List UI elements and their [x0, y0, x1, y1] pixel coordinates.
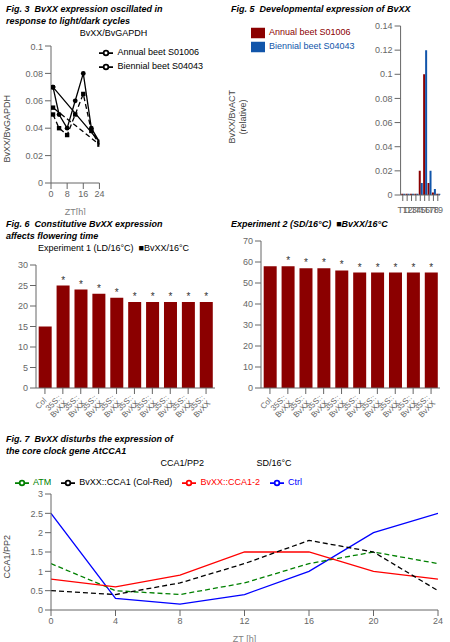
svg-text:*: *: [115, 287, 119, 298]
svg-text:0.08: 0.08: [375, 94, 393, 104]
svg-text:0.5: 0.5: [30, 586, 43, 596]
svg-text:16: 16: [78, 189, 88, 199]
svg-text:4: 4: [113, 616, 118, 626]
svg-text:3: 3: [38, 489, 43, 499]
svg-text:20: 20: [18, 301, 28, 311]
svg-text:8: 8: [177, 616, 182, 626]
svg-text:*: *: [79, 279, 83, 290]
svg-text:T9: T9: [433, 205, 444, 215]
svg-text:*: *: [358, 262, 362, 273]
svg-text:0.12: 0.12: [375, 45, 393, 55]
svg-text:0: 0: [248, 383, 253, 393]
svg-text:0.1: 0.1: [380, 69, 393, 79]
svg-text:10: 10: [243, 362, 253, 372]
svg-text:*: *: [97, 283, 101, 294]
svg-text:16: 16: [304, 616, 314, 626]
svg-text:0: 0: [23, 383, 28, 393]
svg-text:*: *: [286, 255, 290, 266]
svg-text:*: *: [204, 291, 208, 302]
svg-text:0.06: 0.06: [25, 96, 43, 106]
svg-text:*: *: [61, 275, 65, 286]
svg-text:0.02: 0.02: [375, 166, 393, 176]
svg-text:0: 0: [38, 178, 43, 188]
svg-text:10: 10: [18, 342, 28, 352]
svg-text:*: *: [169, 291, 173, 302]
svg-text:*: *: [429, 262, 433, 273]
svg-text:2: 2: [38, 528, 43, 538]
svg-text:50: 50: [243, 278, 253, 288]
svg-text:*: *: [133, 291, 137, 302]
svg-text:70: 70: [243, 236, 253, 246]
svg-text:0.02: 0.02: [25, 151, 43, 161]
svg-text:15: 15: [18, 322, 28, 332]
svg-text:0.1: 0.1: [30, 42, 43, 52]
svg-text:0.06: 0.06: [375, 118, 393, 128]
svg-text:35S::BvXX: 35S::BvXX: [186, 393, 213, 420]
svg-text:20: 20: [243, 341, 253, 351]
svg-text:60: 60: [243, 257, 253, 267]
svg-text:30: 30: [243, 320, 253, 330]
svg-text:0.14: 0.14: [375, 21, 393, 31]
svg-text:*: *: [394, 262, 398, 273]
svg-text:24: 24: [433, 616, 443, 626]
svg-text:40: 40: [243, 299, 253, 309]
svg-text:0.04: 0.04: [375, 142, 393, 152]
svg-text:12: 12: [239, 616, 249, 626]
svg-text:30: 30: [18, 260, 28, 270]
svg-text:24: 24: [94, 189, 104, 199]
svg-text:20: 20: [368, 616, 378, 626]
svg-text:ZT [h]: ZT [h]: [233, 634, 256, 642]
svg-text:*: *: [304, 257, 308, 268]
svg-text:*: *: [151, 291, 155, 302]
svg-text:*: *: [322, 257, 326, 268]
svg-text:*: *: [186, 291, 190, 302]
svg-text:0: 0: [48, 616, 53, 626]
svg-text:0: 0: [48, 189, 53, 199]
svg-text:35S::BvXX: 35S::BvXX: [411, 393, 438, 420]
svg-text:8: 8: [65, 189, 70, 199]
svg-text:*: *: [376, 262, 380, 273]
svg-text:5: 5: [23, 363, 28, 373]
svg-text:2.5: 2.5: [30, 509, 43, 519]
svg-text:*: *: [411, 262, 415, 273]
svg-text:ZT[h]: ZT[h]: [65, 207, 86, 215]
svg-text:0.04: 0.04: [25, 123, 43, 133]
svg-text:1.5: 1.5: [30, 547, 43, 557]
svg-text:0: 0: [388, 190, 393, 200]
svg-text:25: 25: [18, 281, 28, 291]
svg-text:1: 1: [38, 567, 43, 577]
svg-text:0.08: 0.08: [25, 69, 43, 79]
svg-text:*: *: [340, 259, 344, 270]
svg-text:0: 0: [38, 605, 43, 615]
